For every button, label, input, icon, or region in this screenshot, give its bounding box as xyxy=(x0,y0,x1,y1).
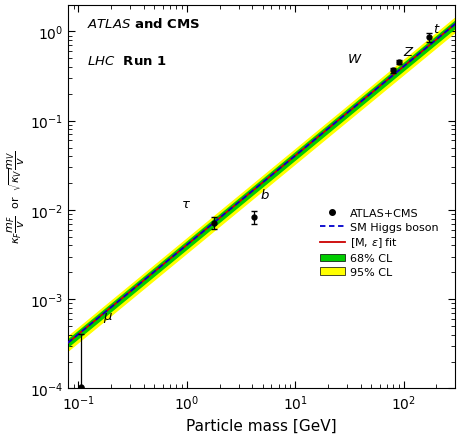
Text: $\mathit{LHC}$  Run 1: $\mathit{LHC}$ Run 1 xyxy=(87,55,167,68)
Text: $\mu$: $\mu$ xyxy=(103,311,113,325)
Text: $\tau$: $\tau$ xyxy=(182,197,191,210)
X-axis label: Particle mass [GeV]: Particle mass [GeV] xyxy=(186,417,337,432)
Legend: ATLAS+CMS, SM Higgs boson, [M, $\varepsilon$] fit, 68% CL, 95% CL: ATLAS+CMS, SM Higgs boson, [M, $\varepsi… xyxy=(317,205,442,281)
Text: $\mathit{ATLAS}$ and $\mathbf{CMS}$: $\mathit{ATLAS}$ and $\mathbf{CMS}$ xyxy=(87,17,201,31)
Text: $t$: $t$ xyxy=(433,23,441,36)
Text: $Z$: $Z$ xyxy=(403,46,414,59)
Text: $b$: $b$ xyxy=(260,188,269,202)
Y-axis label: $\kappa_F \dfrac{m_F}{v}$  or  $\sqrt{\kappa_V} \dfrac{m_V}{v}$: $\kappa_F \dfrac{m_F}{v}$ or $\sqrt{\kap… xyxy=(6,151,27,244)
Text: $W$: $W$ xyxy=(347,53,363,66)
